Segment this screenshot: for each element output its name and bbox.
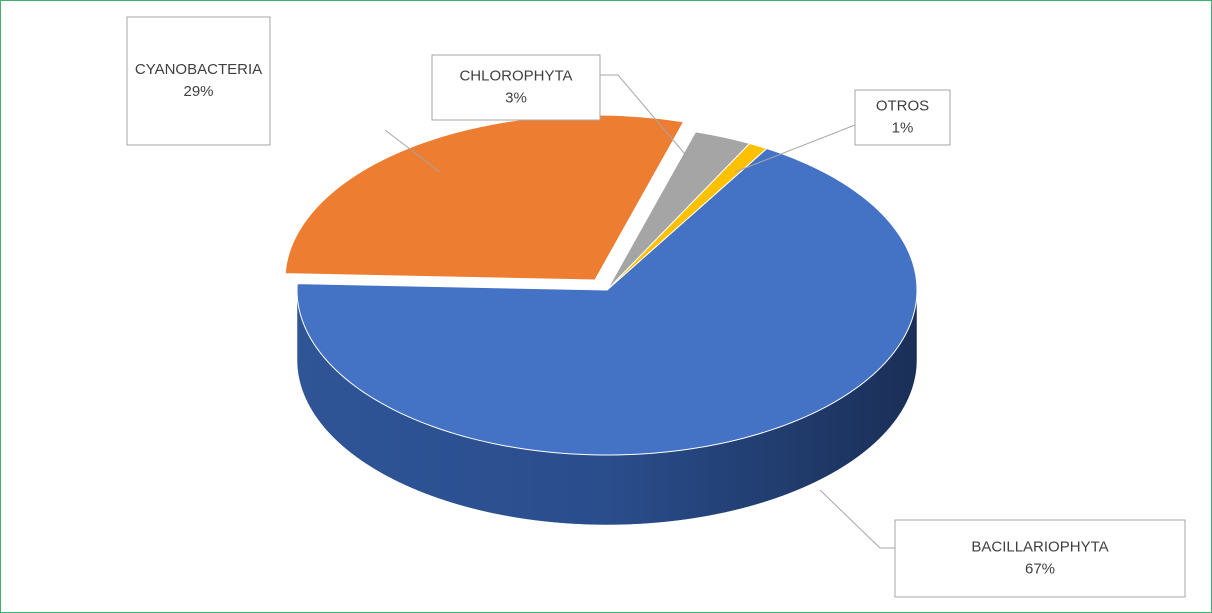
leader-line	[819, 489, 895, 549]
leader-line	[384, 129, 441, 173]
pie-slice	[606, 131, 751, 291]
value-label: 29%	[183, 83, 213, 100]
category-label: CHLOROPHYTA	[459, 67, 572, 84]
leader-line	[600, 74, 691, 161]
value-label: 1%	[892, 119, 914, 136]
label-box	[126, 16, 271, 146]
label-box	[854, 89, 951, 146]
category-label: OTROS	[876, 97, 929, 114]
leader-line	[734, 124, 856, 173]
label-box	[431, 54, 601, 121]
pie	[284, 114, 918, 526]
label-box	[894, 519, 1186, 598]
value-label: 3%	[505, 89, 527, 106]
labels: BACILLARIOPHYTA 67% CYANOBACTERIA 29% CHLORO…	[126, 16, 1186, 598]
category-label: CYANOBACTERIA	[135, 61, 262, 78]
value-label: 67%	[1025, 560, 1055, 577]
pie-slice	[296, 148, 918, 456]
pie-slice	[606, 142, 768, 291]
category-label: BACILLARIOPHYTA	[971, 538, 1108, 555]
